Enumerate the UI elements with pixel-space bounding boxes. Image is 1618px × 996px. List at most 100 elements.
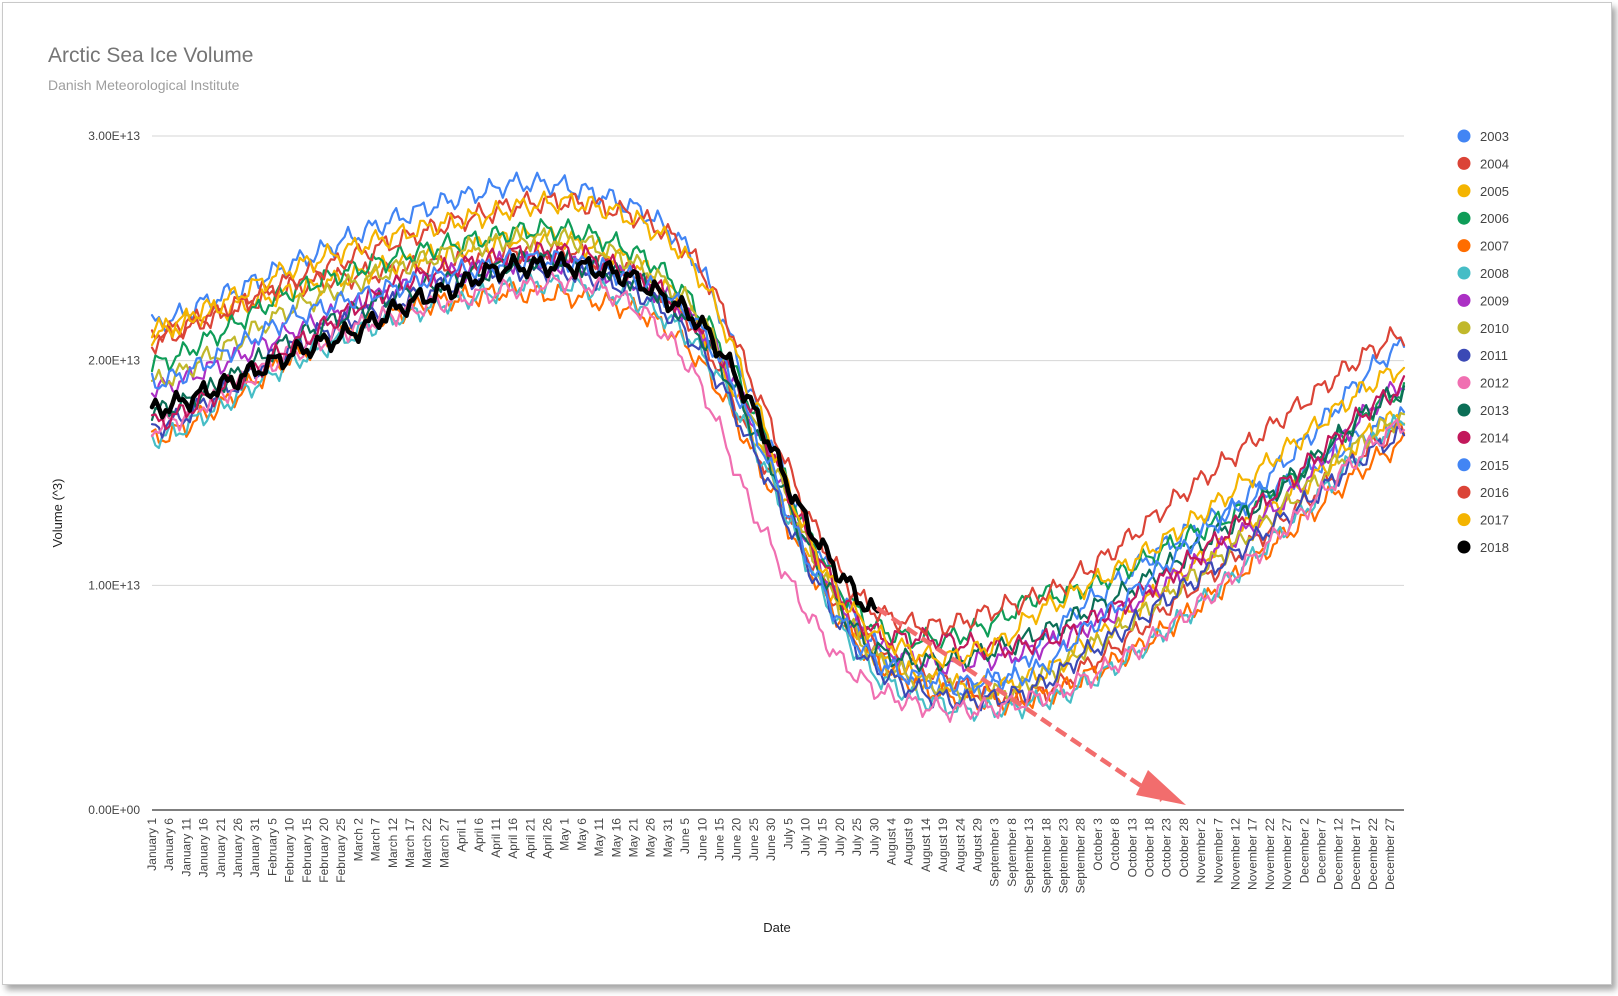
x-tick-label: March 7 [369, 818, 383, 862]
legend-marker [1457, 156, 1471, 170]
chart-subtitle: Danish Meteorological Institute [48, 77, 240, 93]
legend-label: 2010 [1480, 321, 1509, 336]
legend-marker [1457, 266, 1471, 280]
legend: 2003 2004 2005 2006 2007 2008 2009 2010 2011 2012… [1457, 129, 1509, 555]
x-tick-label: September 13 [1022, 818, 1036, 894]
legend-label: 2011 [1480, 348, 1508, 363]
legend-marker [1457, 430, 1471, 444]
x-tick-label: January 11 [179, 818, 193, 877]
legend-label: 2009 [1480, 293, 1509, 308]
x-tick-label: May 6 [575, 818, 589, 851]
series-lines [149, 171, 1406, 723]
x-tick-label: December 7 [1314, 818, 1328, 884]
x-tick-label: April 11 [489, 818, 503, 858]
x-tick-label: February 25 [334, 818, 348, 883]
x-tick-label: March 22 [420, 818, 434, 868]
x-tick-label: November 12 [1228, 818, 1242, 890]
x-tick-label: June 15 [713, 818, 727, 861]
gridlines [152, 135, 1404, 811]
series-line-2018 [149, 251, 880, 614]
x-tick-label: April 26 [541, 818, 555, 859]
legend-label: 2014 [1480, 430, 1509, 445]
x-tick-label: October 23 [1160, 818, 1174, 878]
x-tick-label: July 25 [850, 818, 864, 856]
legend-label: 2018 [1480, 540, 1509, 555]
x-tick-label: January 6 [162, 818, 176, 871]
annotation-arrow-shaft [875, 606, 1164, 802]
x-tick-label: January 16 [197, 818, 211, 878]
x-tick-label: January 26 [231, 818, 245, 878]
legend-label: 2003 [1480, 129, 1509, 144]
y-axis-title: Volume (^3) [50, 479, 65, 548]
x-tick-label: April 6 [472, 818, 486, 852]
series-line-2005 [150, 225, 1406, 700]
x-tick-label: May 16 [609, 818, 623, 858]
legend-label: 2015 [1480, 458, 1509, 473]
x-tick-label: September 18 [1039, 818, 1053, 894]
legend-marker [1457, 376, 1471, 390]
x-tick-label: May 11 [592, 818, 606, 857]
x-tick-label: May 21 [627, 818, 641, 858]
x-tick-label: August 14 [919, 818, 933, 872]
x-tick-label: March 2 [351, 818, 365, 862]
legend-marker [1457, 348, 1471, 362]
x-tick-label: May 1 [558, 818, 572, 851]
x-axis-title: Date [763, 920, 790, 935]
x-tick-label: December 22 [1366, 818, 1380, 890]
legend-label: 2013 [1480, 403, 1509, 418]
x-tick-label: April 1 [455, 818, 469, 852]
x-tick-label: September 28 [1074, 818, 1088, 894]
y-tick-label: 3.00E+13 [88, 129, 140, 143]
x-tick-label: May 31 [661, 818, 675, 858]
x-tick-label: March 27 [437, 818, 451, 868]
x-tick-label: January 21 [214, 818, 228, 878]
x-tick-label: March 12 [386, 818, 400, 868]
x-tick-label: January 31 [248, 818, 262, 878]
legend-marker [1457, 458, 1471, 472]
x-tick-label: December 27 [1383, 818, 1397, 890]
x-tick-label: November 7 [1211, 818, 1225, 884]
legend-label: 2012 [1480, 376, 1509, 391]
y-axis-tick-labels: 0.00E+00 1.00E+13 2.00E+13 3.00E+13 [88, 129, 140, 817]
x-tick-label: September 3 [988, 818, 1002, 887]
x-tick-label: November 22 [1263, 818, 1277, 890]
series-line-2006 [150, 218, 1406, 653]
legend-marker [1457, 513, 1471, 527]
x-tick-label: October 28 [1177, 818, 1191, 878]
x-tick-label: June 10 [695, 818, 709, 861]
x-tick-label: December 12 [1332, 818, 1346, 890]
legend-marker [1457, 321, 1471, 335]
legend-marker [1457, 540, 1471, 554]
x-tick-label: October 8 [1108, 818, 1122, 871]
x-tick-label: August 9 [902, 818, 916, 866]
series-line-2003 [150, 171, 1406, 698]
legend-label: 2004 [1480, 156, 1509, 171]
y-tick-label: 2.00E+13 [88, 354, 140, 368]
x-tick-label: January 1 [145, 818, 159, 871]
legend-marker [1457, 211, 1471, 225]
legend-label: 2016 [1480, 485, 1509, 500]
x-tick-label: December 2 [1297, 818, 1311, 884]
series-line-2012 [150, 269, 1406, 723]
x-tick-label: October 3 [1091, 818, 1105, 871]
legend-marker [1457, 403, 1471, 417]
series-line-2010 [150, 226, 1406, 704]
y-tick-label: 1.00E+13 [88, 578, 140, 592]
x-tick-label: February 5 [265, 818, 279, 876]
x-tick-label: November 27 [1280, 818, 1294, 890]
x-tick-label: August 29 [970, 818, 984, 872]
annotation-arrow-head [1136, 770, 1186, 805]
x-tick-label: February 10 [283, 818, 297, 883]
series-line-2014 [150, 241, 1406, 660]
x-tick-label: April 21 [523, 818, 537, 859]
x-tick-label: October 18 [1142, 818, 1156, 878]
x-tick-label: September 8 [1005, 818, 1019, 887]
x-tick-label: June 20 [730, 818, 744, 861]
x-tick-label: February 20 [317, 818, 331, 883]
x-axis-tick-labels: January 1 January 6 January 11 January 16 Ja… [145, 818, 1397, 894]
x-tick-label: April 16 [506, 818, 520, 859]
legend-label: 2006 [1480, 211, 1509, 226]
x-tick-label: August 4 [885, 818, 899, 866]
x-tick-label: November 2 [1194, 818, 1208, 884]
